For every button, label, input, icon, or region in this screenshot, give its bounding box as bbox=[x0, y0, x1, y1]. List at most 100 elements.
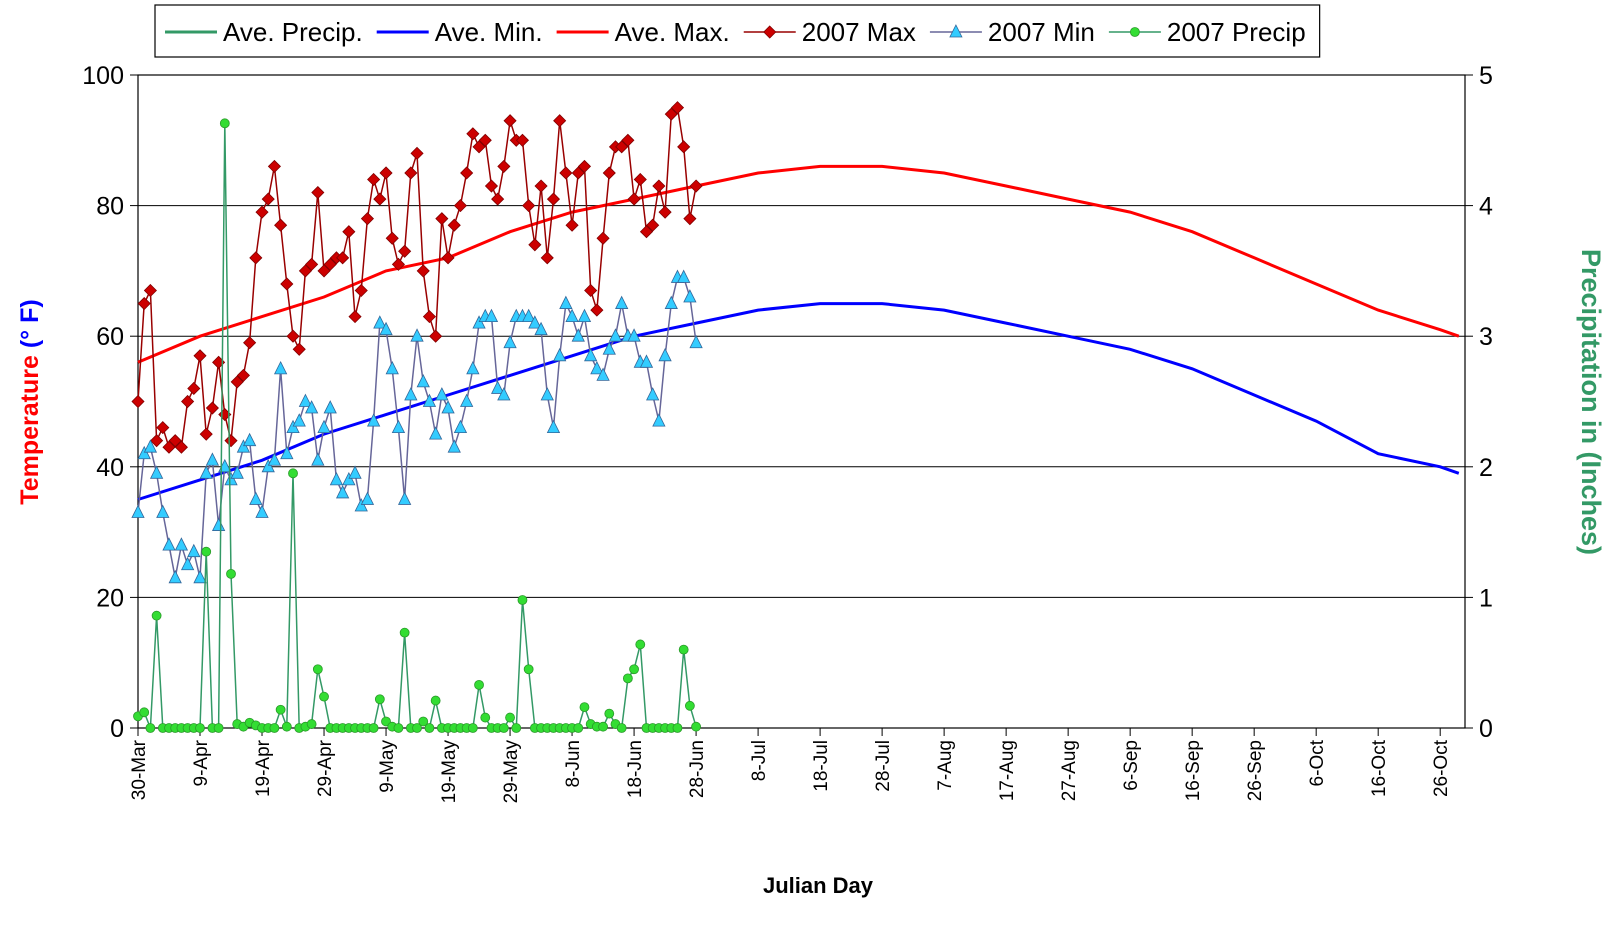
circle-marker bbox=[306, 719, 317, 729]
triangle-marker bbox=[329, 471, 344, 486]
triangle-marker bbox=[472, 315, 486, 329]
diamond-marker bbox=[453, 199, 468, 213]
circle-marker bbox=[678, 644, 689, 655]
y-tick-label: 20 bbox=[96, 584, 124, 612]
y-tick-label: 100 bbox=[82, 62, 124, 90]
triangle-marker bbox=[528, 315, 542, 329]
legend-label: 2007 Max bbox=[802, 17, 916, 47]
x-tick-label: 6-Oct bbox=[1307, 739, 1328, 786]
diamond-marker bbox=[150, 434, 164, 448]
y2-tick-label: 1 bbox=[1479, 584, 1493, 612]
triangle-marker bbox=[484, 308, 499, 323]
diamond-marker bbox=[422, 310, 437, 324]
y2-tick-label: 3 bbox=[1479, 323, 1493, 351]
circle-marker bbox=[467, 723, 478, 733]
diamond-marker bbox=[497, 159, 511, 173]
diamond-marker bbox=[677, 140, 691, 154]
diamond-marker bbox=[354, 283, 368, 298]
diamond-marker bbox=[162, 440, 176, 454]
circle-marker bbox=[269, 723, 280, 733]
triangle-marker bbox=[689, 334, 703, 349]
x-tick-label: 6-Sep bbox=[1121, 740, 1142, 791]
circle-marker bbox=[430, 695, 441, 706]
triangle-marker bbox=[311, 452, 325, 466]
diamond-marker bbox=[181, 394, 195, 409]
circle-marker bbox=[288, 468, 298, 479]
triangle-marker bbox=[608, 328, 623, 342]
diamond-marker bbox=[534, 179, 548, 193]
triangle-marker bbox=[658, 347, 672, 362]
diamond-marker bbox=[137, 296, 151, 311]
triangle-marker bbox=[491, 380, 505, 394]
triangle-marker bbox=[298, 393, 313, 407]
triangle-marker bbox=[466, 360, 480, 375]
y2-tick-label: 4 bbox=[1479, 193, 1493, 221]
diamond-marker bbox=[590, 303, 604, 317]
triangle-marker bbox=[416, 374, 430, 388]
circle-marker bbox=[275, 704, 286, 715]
diamond-marker bbox=[323, 257, 337, 271]
circle-marker bbox=[691, 721, 701, 732]
series-line bbox=[137, 164, 1460, 364]
triangle-marker bbox=[441, 400, 455, 414]
x-tick-label: 27-Aug bbox=[1059, 740, 1080, 801]
triangle-marker bbox=[249, 491, 263, 505]
triangle-marker bbox=[366, 413, 381, 427]
diamond-marker bbox=[577, 159, 592, 173]
triangle-marker bbox=[453, 419, 468, 434]
triangle-marker bbox=[410, 328, 424, 342]
x-tick-label: 30-Mar bbox=[129, 739, 150, 800]
triangle-marker bbox=[211, 517, 226, 531]
diamond-marker bbox=[404, 166, 418, 180]
y2-axis-title: Precipitation in (Inches) bbox=[1576, 249, 1606, 555]
diamond-marker bbox=[596, 231, 610, 245]
circle-marker bbox=[505, 712, 515, 723]
x-tick-label: 28-Jul bbox=[873, 740, 894, 792]
y-axis-title-part: (° F) bbox=[16, 299, 44, 348]
triangle-marker bbox=[422, 393, 437, 407]
x-axis-title: Julian Day bbox=[763, 873, 874, 898]
diamond-marker bbox=[683, 212, 697, 226]
diamond-marker bbox=[267, 159, 281, 173]
triangle-marker bbox=[261, 458, 275, 473]
y-tick-label: 80 bbox=[96, 193, 124, 221]
diamond-marker bbox=[540, 251, 554, 265]
x-tick-label: 7-Aug bbox=[935, 740, 956, 791]
triangle-marker bbox=[646, 387, 660, 401]
legend-label: 2007 Min bbox=[988, 17, 1095, 47]
diamond-marker bbox=[472, 140, 486, 154]
triangle-marker bbox=[292, 413, 306, 427]
circle-marker bbox=[281, 721, 292, 732]
triangle-marker bbox=[273, 360, 288, 375]
triangle-marker bbox=[447, 439, 461, 453]
diamond-marker bbox=[348, 310, 362, 324]
diamond-marker bbox=[298, 264, 312, 278]
x-tick-label: 16-Sep bbox=[1183, 740, 1204, 801]
diamond-marker bbox=[633, 172, 647, 187]
x-tick-label: 19-May bbox=[439, 740, 460, 804]
x-tick-label: 9-May bbox=[377, 740, 398, 793]
triangle-marker bbox=[143, 439, 158, 453]
diamond-marker bbox=[336, 251, 350, 265]
triangle-marker bbox=[639, 354, 654, 368]
triangle-marker bbox=[255, 504, 269, 518]
circle-marker bbox=[1129, 27, 1140, 37]
diamond-marker bbox=[460, 166, 474, 180]
triangle-marker bbox=[373, 315, 387, 329]
triangle-marker bbox=[627, 328, 641, 342]
x-tick-label: 17-Aug bbox=[997, 740, 1018, 801]
triangle-marker bbox=[342, 471, 356, 486]
circle-marker bbox=[312, 664, 323, 675]
legend-label: Ave. Max. bbox=[615, 17, 730, 47]
series-line bbox=[137, 302, 1460, 501]
circle-marker bbox=[412, 723, 422, 733]
triangle-marker bbox=[385, 360, 399, 375]
diamond-marker bbox=[429, 329, 443, 343]
y-tick-label: 0 bbox=[110, 715, 124, 743]
diamond-marker bbox=[546, 192, 561, 206]
triangle-marker bbox=[149, 465, 164, 479]
diamond-marker bbox=[243, 336, 257, 350]
circle-marker bbox=[195, 723, 205, 733]
circle-marker bbox=[598, 721, 608, 732]
y-axis-title-part: Temperature bbox=[16, 355, 44, 505]
